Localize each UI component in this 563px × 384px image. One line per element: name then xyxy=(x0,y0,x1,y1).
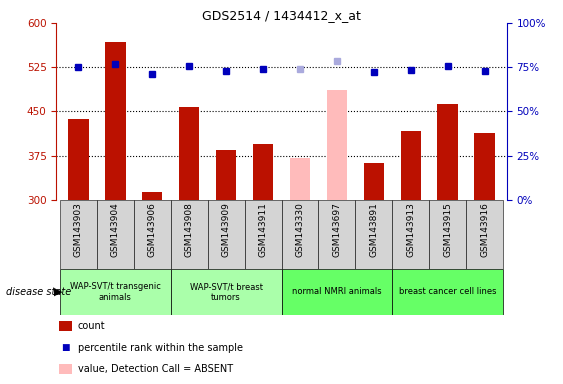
Text: GSM143909: GSM143909 xyxy=(222,202,231,257)
Title: GDS2514 / 1434412_x_at: GDS2514 / 1434412_x_at xyxy=(202,9,361,22)
Text: ▶: ▶ xyxy=(53,287,62,297)
Text: GSM143906: GSM143906 xyxy=(148,202,157,257)
Text: value, Detection Call = ABSENT: value, Detection Call = ABSENT xyxy=(78,364,233,374)
Bar xyxy=(253,144,273,200)
Text: GSM143903: GSM143903 xyxy=(74,202,83,257)
Bar xyxy=(327,89,347,200)
Bar xyxy=(290,159,310,200)
Text: GSM143913: GSM143913 xyxy=(406,202,415,257)
Bar xyxy=(282,200,319,269)
Bar xyxy=(60,200,97,269)
Bar xyxy=(392,269,503,315)
Bar xyxy=(179,107,199,200)
Bar xyxy=(105,43,126,200)
Bar xyxy=(171,200,208,269)
Text: GSM143911: GSM143911 xyxy=(258,202,267,257)
Bar xyxy=(319,200,355,269)
Text: percentile rank within the sample: percentile rank within the sample xyxy=(78,343,243,353)
Bar xyxy=(466,200,503,269)
Bar xyxy=(142,192,163,200)
Bar xyxy=(97,200,134,269)
Text: GSM143904: GSM143904 xyxy=(111,202,120,257)
Text: GSM143915: GSM143915 xyxy=(443,202,452,257)
Bar xyxy=(429,200,466,269)
Bar xyxy=(437,104,458,200)
Bar xyxy=(134,200,171,269)
Bar xyxy=(68,119,88,200)
Bar xyxy=(208,200,244,269)
Bar xyxy=(475,133,495,200)
Text: ■: ■ xyxy=(61,343,70,352)
Bar xyxy=(282,269,392,315)
Text: count: count xyxy=(78,321,105,331)
Text: normal NMRI animals: normal NMRI animals xyxy=(292,287,382,296)
Text: WAP-SVT/t breast
tumors: WAP-SVT/t breast tumors xyxy=(190,282,262,301)
Text: GSM143697: GSM143697 xyxy=(332,202,341,257)
Bar xyxy=(171,269,282,315)
Text: disease state: disease state xyxy=(6,287,71,297)
Text: GSM143330: GSM143330 xyxy=(296,202,305,257)
Bar xyxy=(244,200,282,269)
Text: breast cancer cell lines: breast cancer cell lines xyxy=(399,287,497,296)
Bar xyxy=(60,269,171,315)
Text: GSM143908: GSM143908 xyxy=(185,202,194,257)
Bar xyxy=(355,200,392,269)
Bar xyxy=(400,131,421,200)
Text: WAP-SVT/t transgenic
animals: WAP-SVT/t transgenic animals xyxy=(70,282,161,301)
Bar xyxy=(364,162,384,200)
Text: GSM143891: GSM143891 xyxy=(369,202,378,257)
Bar xyxy=(392,200,429,269)
Text: GSM143916: GSM143916 xyxy=(480,202,489,257)
Bar xyxy=(216,150,236,200)
